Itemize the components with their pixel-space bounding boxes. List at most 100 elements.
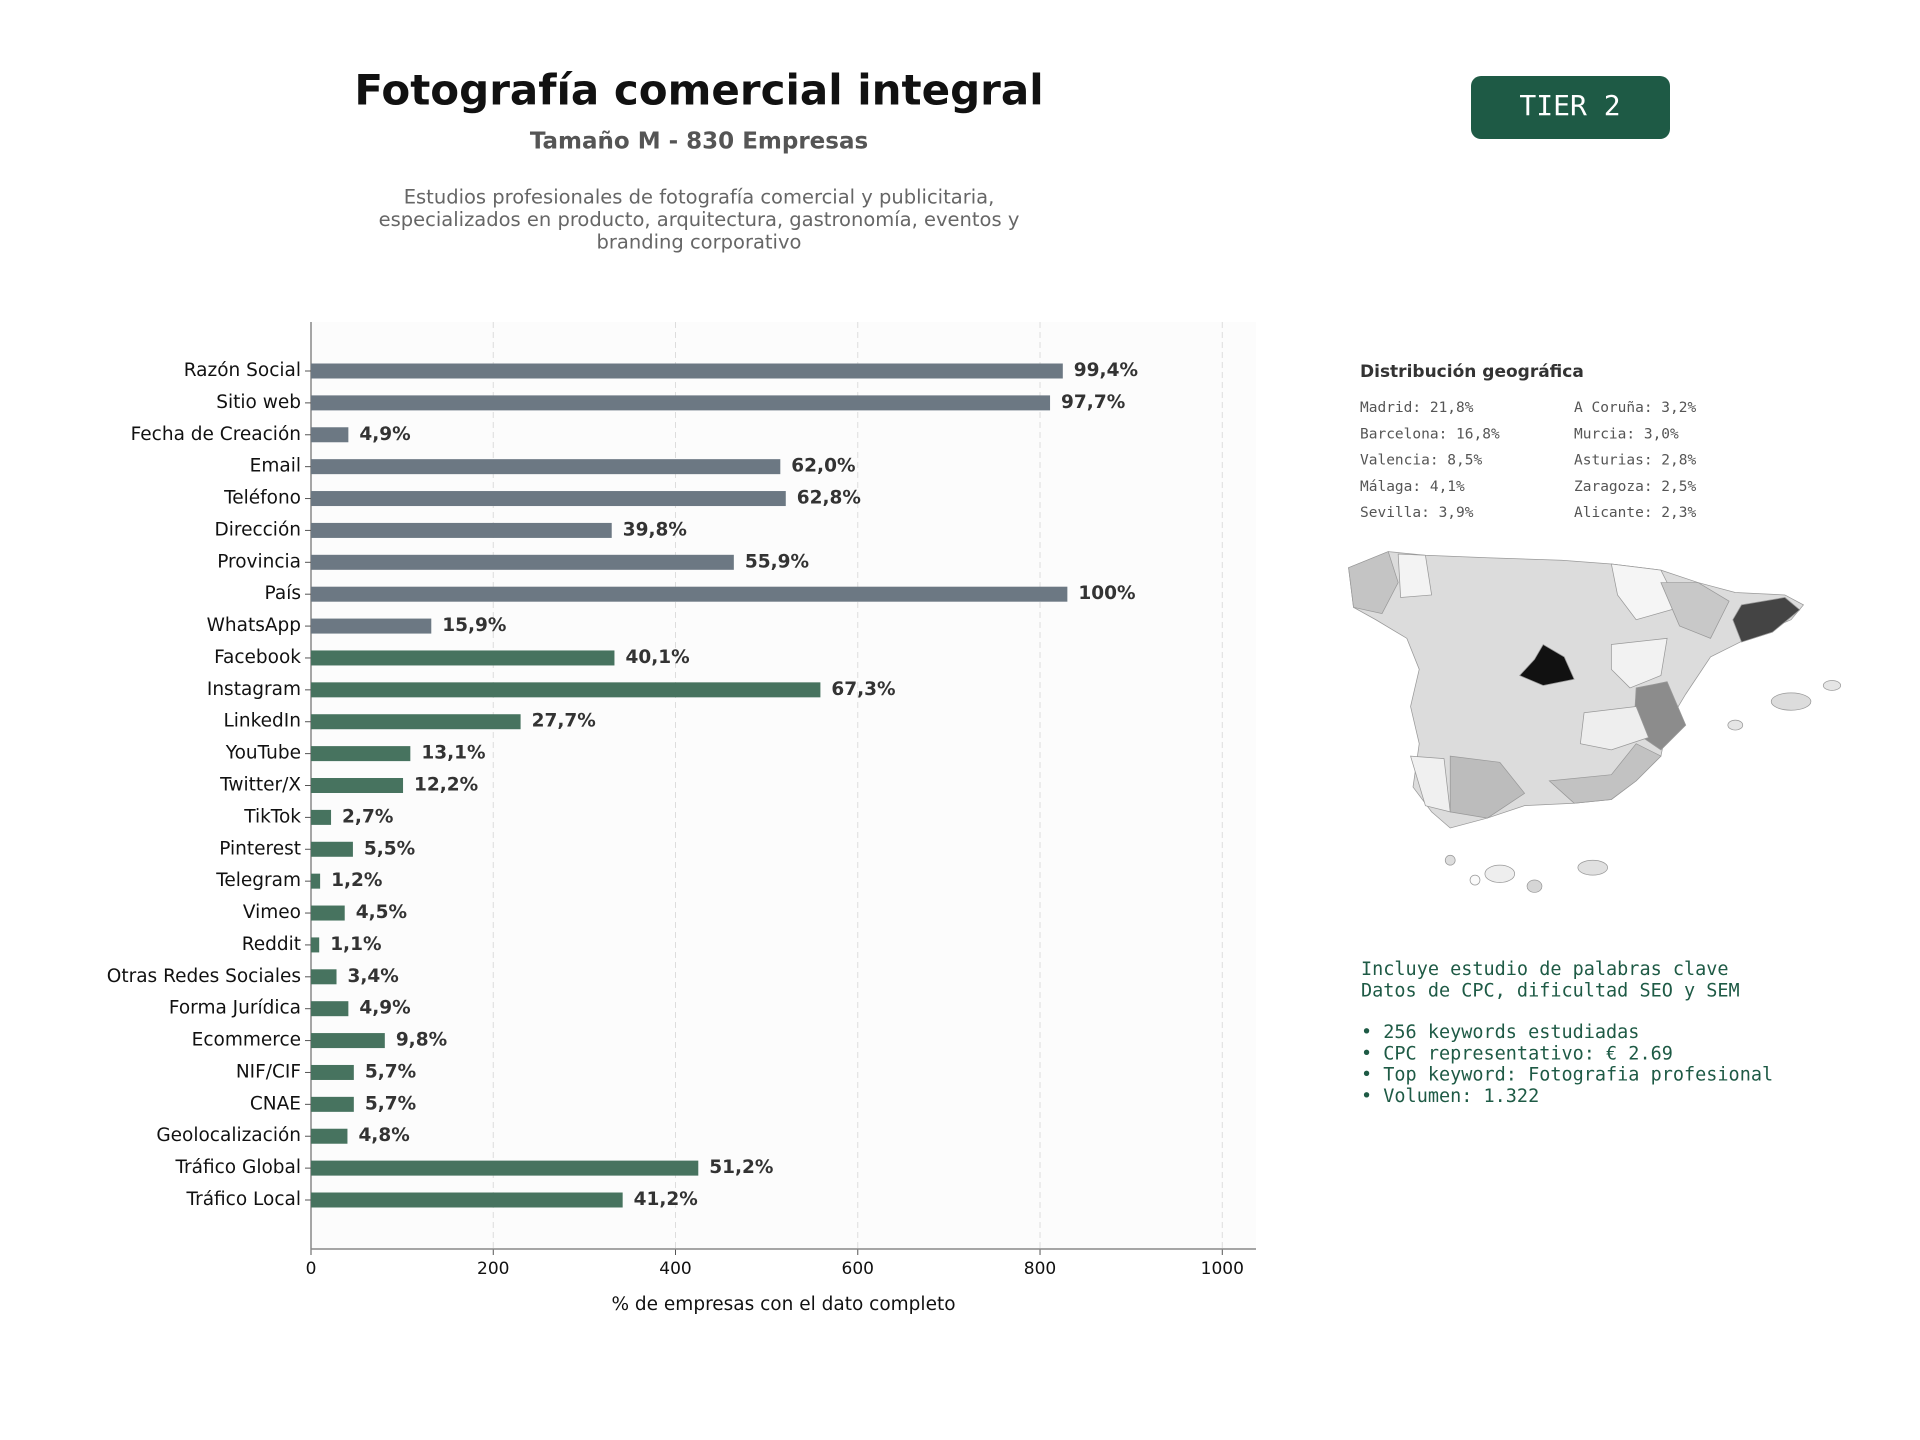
bar — [311, 714, 521, 730]
y-tick-label: Pinterest — [219, 838, 301, 859]
bar — [311, 682, 821, 698]
value-label: 13,1% — [421, 743, 485, 764]
bar — [311, 459, 781, 475]
y-tick-label: Twitter/X — [219, 775, 301, 796]
y-tick-label: Sitio web — [216, 392, 301, 413]
y-tick-label: Forma Jurídica — [169, 998, 301, 1019]
map — [1348, 551, 1842, 893]
keyword-bullet: • Volumen: 1.322 — [1361, 1086, 1539, 1107]
value-label: 4,9% — [359, 424, 410, 445]
y-tick-label: YouTube — [225, 743, 301, 764]
y-tick-label: WhatsApp — [207, 615, 301, 636]
value-label: 4,5% — [356, 902, 407, 923]
description: Estudios profesionales de fotografía com… — [404, 186, 995, 209]
geo-entry: Murcia: 3,0% — [1574, 426, 1679, 442]
y-tick-label: LinkedIn — [223, 711, 301, 732]
subtitle: Tamaño M - 830 Empresas — [530, 129, 868, 155]
value-label: 9,8% — [396, 1030, 447, 1051]
geo-entry: Zaragoza: 2,5% — [1574, 479, 1696, 495]
description: especializados en producto, arquitectura… — [379, 208, 1020, 231]
y-tick-label: Ecommerce — [192, 1030, 301, 1051]
y-tick-label: TikTok — [243, 806, 301, 827]
value-label: 4,8% — [358, 1125, 409, 1146]
y-tick-label: Vimeo — [243, 902, 301, 923]
value-label: 39,8% — [623, 519, 687, 540]
geo-entry: Asturias: 2,8% — [1574, 453, 1696, 469]
bar — [311, 1033, 385, 1049]
bar — [311, 778, 404, 793]
geo-entry: A Coruña: 3,2% — [1574, 400, 1696, 416]
x-axis-label: % de empresas con el dato completo — [611, 1294, 955, 1315]
keyword-line: Incluye estudio de palabras clave — [1361, 959, 1729, 980]
bar — [311, 554, 734, 570]
y-tick-label: Email — [250, 456, 301, 477]
x-tick-label: 600 — [842, 1259, 874, 1279]
plot-area — [311, 322, 1256, 1249]
y-tick-label: NIF/CIF — [236, 1061, 301, 1082]
value-label: 40,1% — [625, 647, 689, 668]
y-tick-label: Instagram — [207, 679, 301, 700]
bar — [311, 363, 1063, 379]
value-label: 12,2% — [414, 775, 478, 796]
keyword-bullet: • 256 keywords estudiadas — [1361, 1022, 1639, 1043]
bar — [311, 491, 786, 507]
value-label: 41,2% — [634, 1189, 698, 1210]
y-tick-label: Tráfico Local — [186, 1189, 302, 1210]
geo-entry: Málaga: 4,1% — [1360, 479, 1465, 495]
geo-entry: Madrid: 21,8% — [1360, 400, 1474, 416]
bar — [311, 841, 353, 857]
bar — [311, 650, 615, 666]
y-tick-label: Razón Social — [184, 360, 301, 381]
value-label: 3,4% — [348, 966, 399, 987]
geo-entry: Valencia: 8,5% — [1360, 453, 1482, 469]
bar — [311, 522, 612, 538]
bar — [311, 1096, 354, 1112]
x-tick-label: 1000 — [1201, 1259, 1244, 1279]
x-tick-label: 800 — [1024, 1259, 1056, 1279]
y-tick-label: Geolocalización — [156, 1125, 301, 1146]
bar — [311, 586, 1068, 602]
geo-entry: Barcelona: 16,8% — [1360, 426, 1500, 442]
x-tick-label: 200 — [477, 1259, 509, 1279]
bar — [311, 937, 320, 953]
bar — [311, 427, 349, 443]
y-tick-label: Otras Redes Sociales — [107, 966, 301, 987]
bar — [311, 969, 337, 985]
geo-entry: Sevilla: 3,9% — [1360, 505, 1474, 521]
y-tick-label: Fecha de Creación — [131, 424, 301, 445]
y-tick-label: Facebook — [214, 647, 301, 668]
value-label: 99,4% — [1074, 360, 1138, 381]
y-tick-label: Dirección — [215, 519, 302, 540]
value-label: 2,7% — [342, 806, 393, 827]
value-label: 97,7% — [1061, 392, 1125, 413]
value-label: 62,8% — [797, 488, 861, 509]
value-label: 1,1% — [330, 934, 381, 955]
keyword-line: Datos de CPC, dificultad SEO y SEM — [1361, 981, 1740, 1002]
bar — [311, 1192, 623, 1208]
bar — [311, 618, 432, 634]
description: branding corporativo — [597, 231, 802, 254]
x-tick-label: 400 — [659, 1259, 691, 1279]
y-tick-label: Tráfico Global — [174, 1157, 301, 1178]
bar — [311, 1160, 699, 1176]
bar — [311, 1064, 354, 1080]
value-label: 100% — [1078, 583, 1135, 604]
y-tick-label: Teléfono — [223, 488, 301, 509]
x-tick-label: 0 — [306, 1259, 317, 1279]
value-label: 5,7% — [365, 1093, 416, 1114]
keyword-bullet: • Top keyword: Fotografia profesional — [1361, 1065, 1773, 1086]
badge-box — [1471, 76, 1670, 139]
value-label: 51,2% — [709, 1157, 773, 1178]
y-tick-label: Provincia — [217, 551, 301, 572]
y-tick-label: Reddit — [242, 934, 301, 955]
value-label: 55,9% — [745, 551, 809, 572]
geo-title: Distribución geográfica — [1360, 362, 1584, 382]
bar — [311, 1001, 349, 1017]
bar — [311, 1128, 348, 1144]
y-tick-label: País — [265, 583, 301, 604]
title: Fotografía comercial integral — [354, 66, 1043, 115]
value-label: 15,9% — [442, 615, 506, 636]
bar — [311, 809, 332, 825]
bar — [311, 873, 321, 889]
